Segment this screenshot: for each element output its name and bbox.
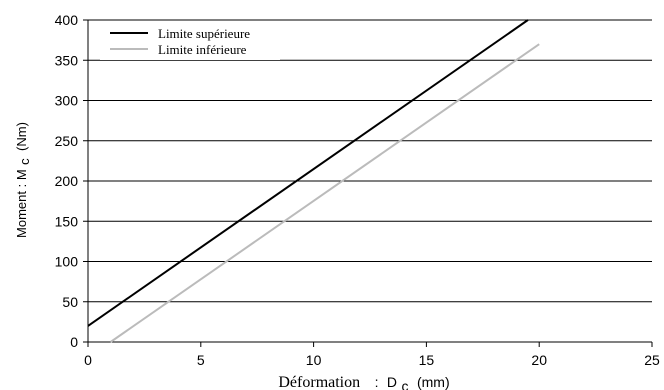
x-tick-label-15: 15 [419, 352, 435, 368]
y-tick-label-50: 50 [62, 294, 78, 310]
x-axis-title-subscript: c [402, 378, 409, 390]
series-lines [87, 19, 540, 343]
y-tick-label-250: 250 [55, 133, 79, 149]
legend-label-limite-superieure: Limite supérieure [158, 26, 250, 41]
y-tick-label-100: 100 [55, 254, 79, 270]
x-tick-label-25: 25 [644, 352, 660, 368]
x-axis-title-main: Déformation [278, 374, 360, 390]
y-tick-label-150: 150 [55, 213, 79, 229]
x-tick-label-10: 10 [306, 352, 322, 368]
y-tick-label-200: 200 [55, 173, 79, 189]
legend: Limite supérieure Limite inférieure [100, 22, 280, 60]
tick-labels: 0 50 100 150 200 250 300 350 400 0 5 10 15 20 25 [55, 12, 660, 368]
y-tick-label-400: 400 [55, 12, 79, 28]
y-tick-label-300: 300 [55, 93, 79, 109]
y-tick-label-0: 0 [70, 334, 78, 350]
x-axis-title-unit: (mm) [417, 374, 450, 390]
y-axis-title: Moment : M c (Nm) [13, 122, 33, 238]
legend-box [100, 22, 280, 60]
x-axis-title-symbol: D [387, 374, 397, 390]
legend-label-limite-inferieure: Limite inférieure [158, 42, 247, 57]
series-line-0 [87, 19, 529, 327]
y-axis-title-subscript: c [17, 158, 32, 165]
x-axis-title-separator: : [375, 374, 379, 390]
x-tick-label-5: 5 [197, 352, 205, 368]
series-line-1 [109, 43, 540, 343]
x-tick-label-0: 0 [84, 352, 92, 368]
y-axis-title-main: Moment : M [14, 169, 29, 238]
x-tick-label-20: 20 [531, 352, 547, 368]
axes [83, 19, 653, 347]
y-tick-label-350: 350 [55, 52, 79, 68]
x-axis-title: Déformation : D c (mm) [278, 374, 449, 390]
y-axis-title-unit: (Nm) [14, 122, 29, 151]
